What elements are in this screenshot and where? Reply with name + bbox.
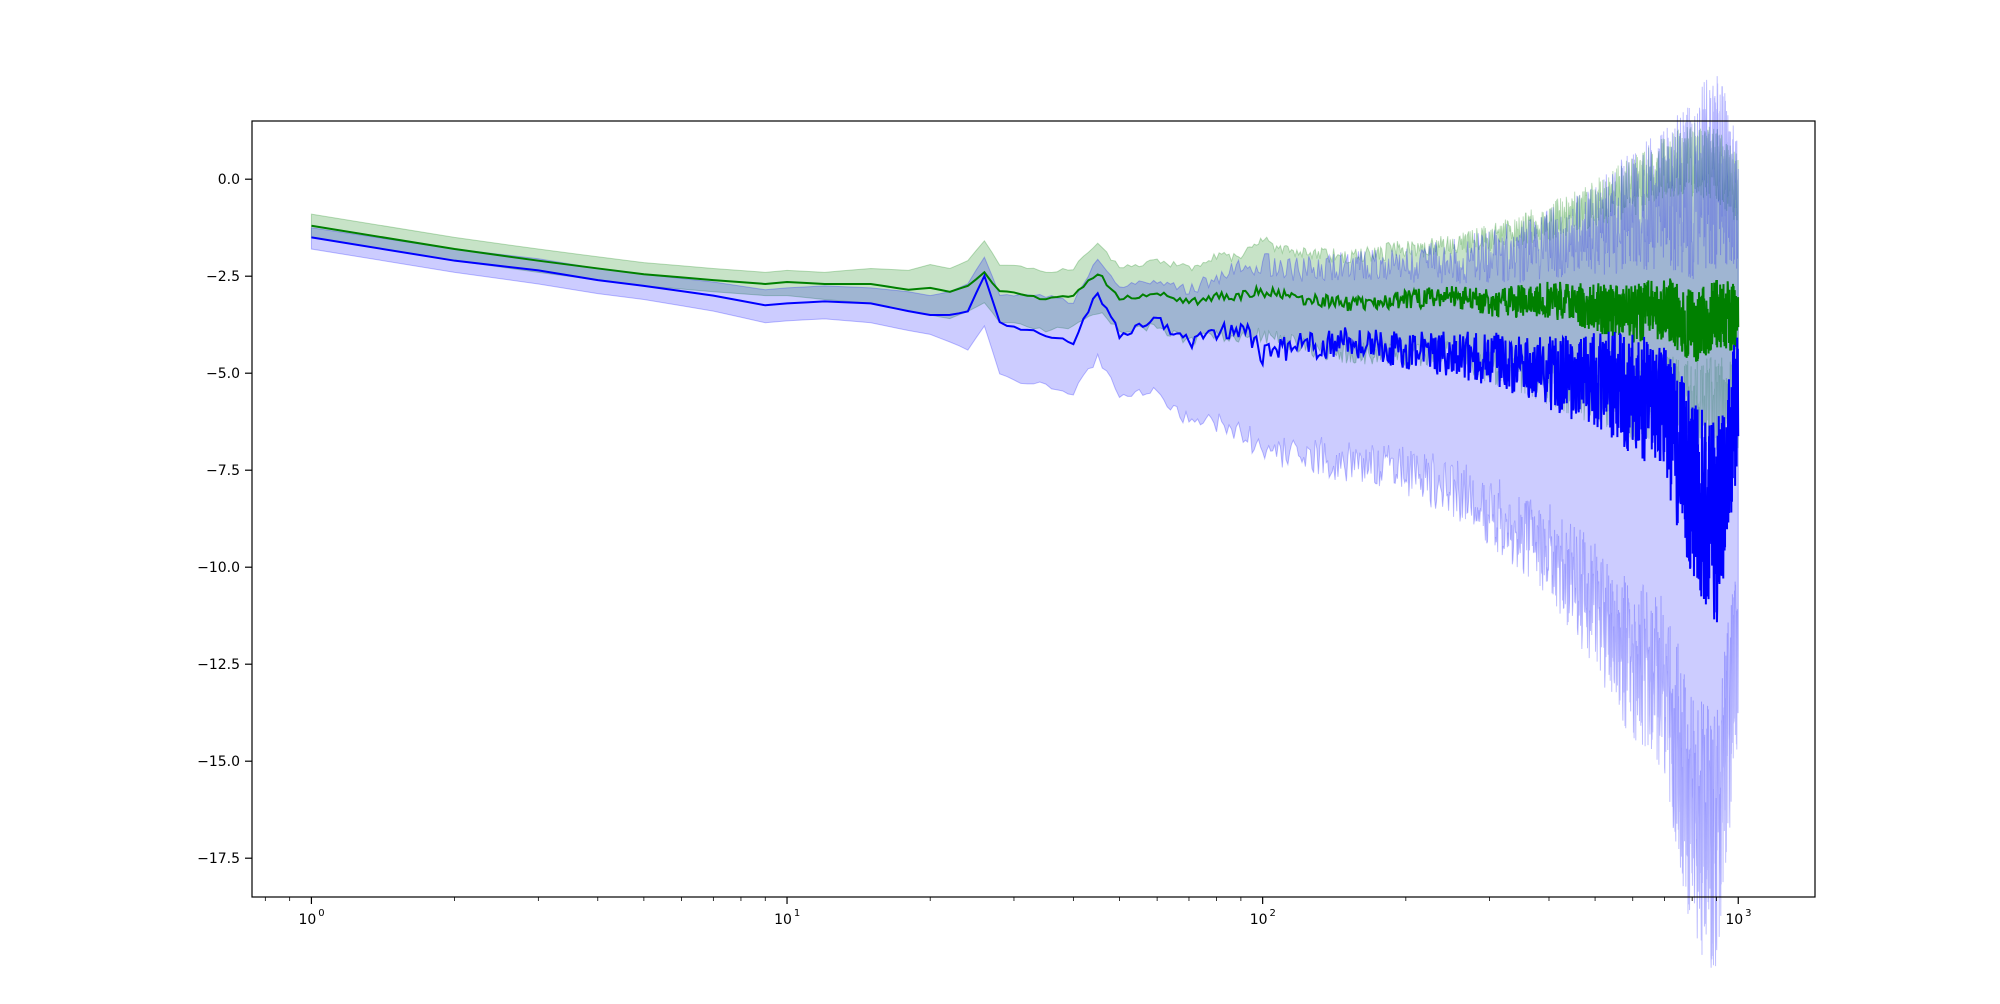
y-tick-label: −5.0 bbox=[206, 366, 240, 382]
x-tick-label-exponent: 2 bbox=[1269, 908, 1275, 919]
y-tick-label: −12.5 bbox=[197, 657, 240, 673]
series-2-line bbox=[311, 236, 1740, 623]
series-2-band bbox=[310, 76, 1739, 968]
y-tick-label: 0.0 bbox=[218, 172, 240, 188]
x-tick-label: 10 bbox=[1250, 912, 1268, 928]
y-tick-label: −10.0 bbox=[197, 560, 240, 576]
plot-frame bbox=[251, 120, 1816, 898]
x-tick-label: 10 bbox=[1725, 912, 1743, 928]
series-lines bbox=[311, 224, 1740, 623]
x-tick-label-exponent: 1 bbox=[794, 908, 800, 919]
x-tick-label-exponent: 0 bbox=[318, 908, 324, 919]
y-axis: 0.0 −2.5 −5.0 −7.5 −10.0 −12.5 −15.0 −17.5 bbox=[197, 172, 252, 867]
y-tick-label: −15.0 bbox=[197, 754, 240, 770]
y-tick-label: −2.5 bbox=[206, 269, 240, 285]
series-1-line bbox=[311, 224, 1740, 362]
x-tick-label-exponent: 3 bbox=[1745, 908, 1751, 919]
x-tick-label: 10 bbox=[774, 912, 792, 928]
y-tick-label: −7.5 bbox=[206, 463, 240, 479]
x-axis: 10 0 10 1 10 2 10 3 bbox=[264, 897, 1751, 928]
x-tick-label: 10 bbox=[299, 912, 317, 928]
y-tick-label: −17.5 bbox=[197, 851, 240, 867]
